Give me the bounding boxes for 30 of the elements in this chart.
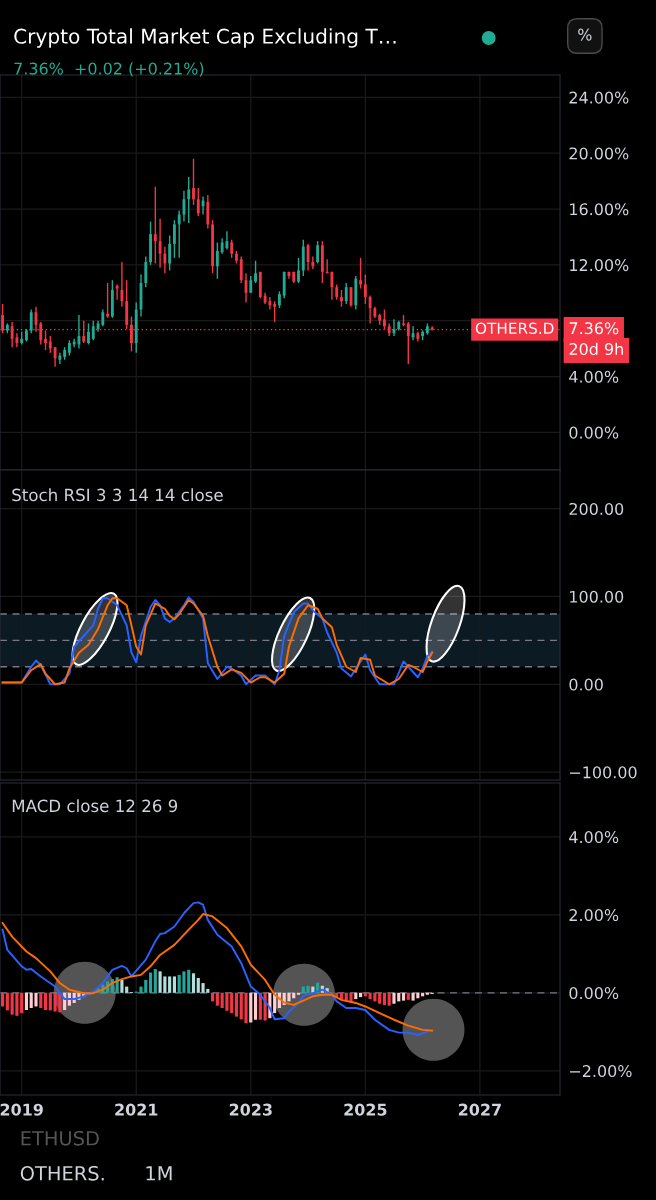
x-tick-label: 2021: [115, 1103, 158, 1116]
y-tick-label: 16.00%: [570, 203, 629, 216]
text: OTHERS.: [20, 1165, 104, 1181]
text: 20d 9h: [569, 342, 623, 356]
text: MACD close 12 26 9: [12, 799, 178, 813]
y-tick-label: 24.00%: [569, 91, 629, 104]
y-tick-label: 100.00: [570, 590, 624, 603]
y-tick-label: −2.00%: [570, 1065, 632, 1078]
x-tick-label: 2023: [229, 1103, 272, 1116]
y-tick-label: 4.00%: [569, 831, 619, 844]
text: Stoch RSI 3 3 14 14 close: [12, 488, 223, 502]
chart-subtitle: 7.36% +0.02 (+0.21%): [14, 62, 204, 77]
y-tick-label: 4.00%: [569, 370, 619, 383]
chart-title: Crypto Total Market Cap Excluding T…: [14, 28, 396, 48]
x-tick-label: 2025: [344, 1103, 387, 1116]
y-tick-label: 0.00%: [569, 426, 619, 439]
y-tick-label: 0.00%: [569, 987, 619, 1000]
x-tick-label: 2027: [458, 1103, 501, 1116]
ref-line-label: OTHERS.D: [475, 322, 554, 335]
text: 1M: [146, 1166, 172, 1181]
y-tick-label: 12.00%: [570, 259, 629, 272]
y-tick-label: 2.00%: [569, 909, 619, 922]
x-tick-label: 2019: [0, 1103, 43, 1116]
text: 7.36%: [569, 322, 619, 335]
y-tick-label: 200.00: [569, 502, 624, 515]
text: ETHUSD: [21, 1130, 99, 1146]
y-tick-label: 0.00: [569, 678, 603, 691]
y-tick-label: 20.00%: [569, 147, 629, 160]
y-tick-label: −100.00: [570, 766, 637, 779]
text: %: [578, 28, 592, 41]
